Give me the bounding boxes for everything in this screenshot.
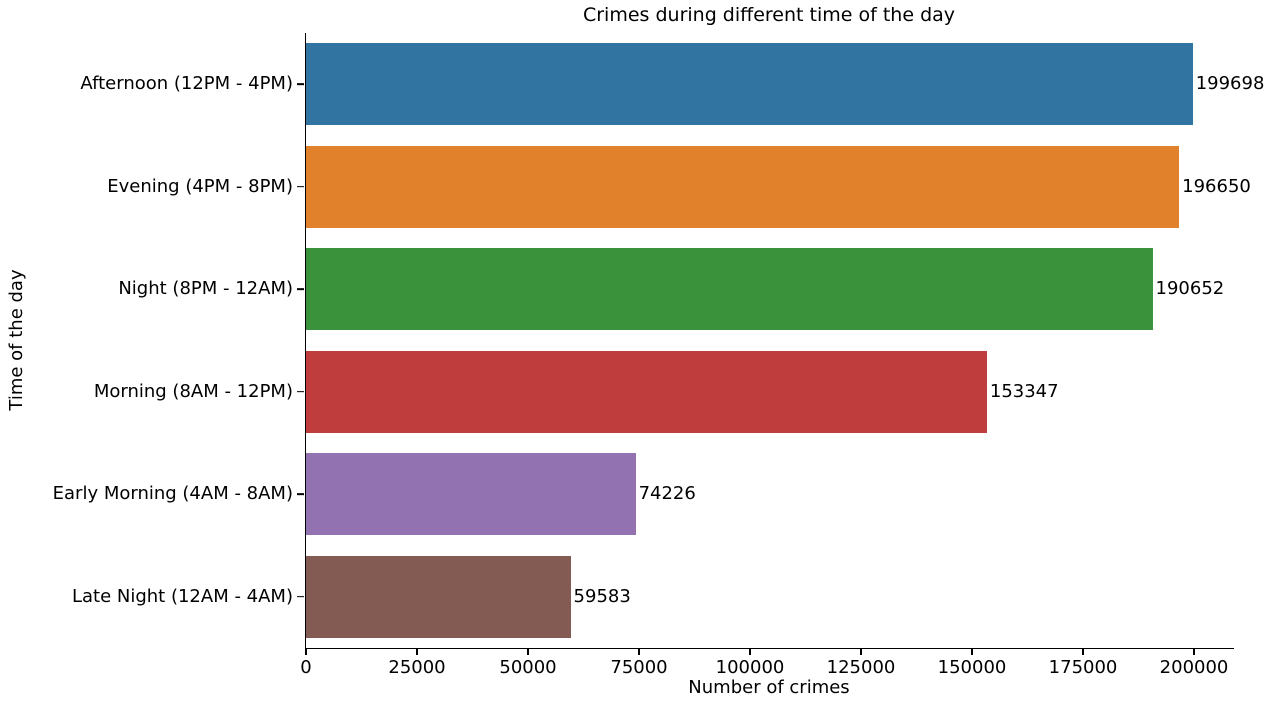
y-tick-mark <box>297 493 305 496</box>
bar-late-night-12am-4am <box>306 555 571 638</box>
x-tick-mark <box>416 648 418 656</box>
x-tick-mark <box>1193 648 1195 656</box>
y-tick-label-evening-4pm-8pm: Evening (4PM - 8PM) <box>107 175 293 197</box>
x-tick-mark <box>638 648 640 656</box>
x-tick-label: 175000 <box>1048 657 1118 678</box>
x-tick-label: 125000 <box>826 657 896 678</box>
y-tick-mark <box>297 83 305 86</box>
y-tick-label-night-8pm-12am: Night (8PM - 12AM) <box>118 278 293 300</box>
y-tick-label-early-morning-4am-8am: Early Morning (4AM - 8AM) <box>52 483 293 505</box>
y-tick-label-late-night-12am-4am: Late Night (12AM - 4AM) <box>71 585 293 607</box>
x-tick-label: 150000 <box>937 657 1007 678</box>
y-tick-mark <box>297 185 305 188</box>
x-tick-label: 75000 <box>610 657 668 678</box>
bar-value-label-morning-8am-12pm: 153347 <box>989 380 1059 402</box>
x-tick-label: 0 <box>300 657 312 678</box>
bar-value-label-afternoon-12pm-4pm: 199698 <box>1195 73 1265 95</box>
x-tick-label: 50000 <box>499 657 557 678</box>
bar-early-morning-4am-8am <box>306 453 636 536</box>
x-tick-mark <box>860 648 862 656</box>
bar-value-label-evening-4pm-8pm: 196650 <box>1182 175 1251 197</box>
bar-morning-8am-12pm <box>306 350 987 433</box>
plot-area: 199698 196650 190652 153347 74226 59583 0 25000… <box>297 33 1264 677</box>
y-tick-mark <box>297 288 305 291</box>
x-tick-label: 200000 <box>1159 657 1229 678</box>
x-tick-mark <box>305 648 307 656</box>
chart-title: Crimes during different time of the day <box>582 4 956 26</box>
bar-value-label-late-night-12am-4am: 59583 <box>573 585 631 607</box>
x-tick-mark <box>1082 648 1084 656</box>
y-tick-label-morning-8am-12pm: Morning (8AM - 12PM) <box>93 380 293 402</box>
x-tick-label: 100000 <box>715 657 785 678</box>
bar-value-label-night-8pm-12am: 190652 <box>1155 278 1225 300</box>
y-tick-label-afternoon-12pm-4pm: Afternoon (12PM - 4PM) <box>80 73 293 95</box>
y-tick-mark <box>297 595 305 598</box>
bar-night-8pm-12am <box>306 248 1153 331</box>
y-tick-mark <box>297 390 305 393</box>
x-axis-label: Number of crimes <box>688 677 850 698</box>
x-tick-mark <box>749 648 751 656</box>
x-tick-mark <box>971 648 973 656</box>
bar-evening-4pm-8pm <box>306 145 1180 228</box>
y-axis-tick-labels: Afternoon (12PM - 4PM) Evening (4PM - 8PM… <box>0 33 293 648</box>
x-tick-label: 25000 <box>388 657 446 678</box>
bar-afternoon-12pm-4pm <box>306 43 1193 126</box>
bar-value-label-early-morning-4am-8am: 74226 <box>638 483 696 505</box>
x-tick-mark <box>527 648 529 656</box>
